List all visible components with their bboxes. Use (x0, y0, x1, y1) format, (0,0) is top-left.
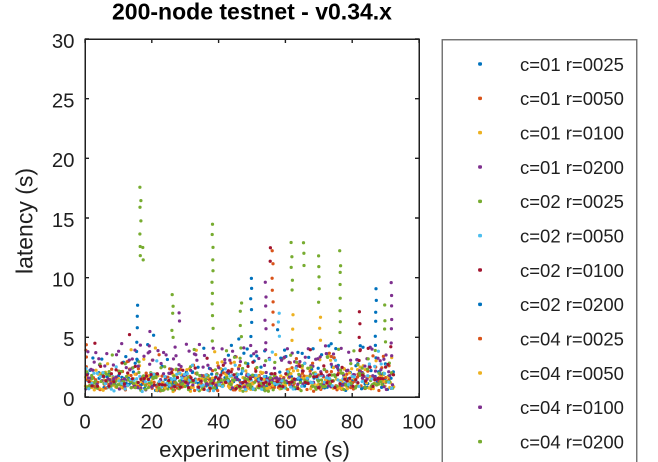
svg-text:30: 30 (52, 31, 75, 53)
svg-text:c=01 r=0050: c=01 r=0050 (520, 88, 624, 109)
svg-text:15: 15 (52, 210, 75, 232)
svg-text:0: 0 (79, 411, 90, 433)
svg-text:c=04 r=0025: c=04 r=0025 (520, 328, 624, 349)
svg-text:40: 40 (207, 411, 230, 433)
svg-text:c=02 r=0200: c=02 r=0200 (520, 294, 624, 315)
svg-text:c=04 r=0200: c=04 r=0200 (520, 431, 624, 452)
svg-text:20: 20 (52, 150, 75, 172)
svg-text:200-node testnet - v0.34.x: 200-node testnet - v0.34.x (112, 0, 392, 25)
svg-text:c=02 r=0025: c=02 r=0025 (520, 191, 624, 212)
svg-text:c=02 r=0100: c=02 r=0100 (520, 260, 624, 281)
svg-text:c=02 r=0050: c=02 r=0050 (520, 225, 624, 246)
svg-text:25: 25 (52, 91, 75, 113)
svg-text:100: 100 (402, 411, 436, 433)
svg-text:experiment time (s): experiment time (s) (159, 437, 350, 462)
svg-text:80: 80 (341, 411, 364, 433)
svg-text:c=01 r=0100: c=01 r=0100 (520, 123, 624, 144)
svg-text:c=04 r=0050: c=04 r=0050 (520, 363, 624, 384)
svg-text:c=01 r=0200: c=01 r=0200 (520, 157, 624, 178)
svg-text:latency (s): latency (s) (12, 168, 38, 274)
svg-text:5: 5 (63, 329, 74, 351)
svg-text:20: 20 (140, 411, 163, 433)
svg-text:10: 10 (52, 270, 75, 292)
svg-text:0: 0 (63, 389, 74, 411)
svg-text:c=01 r=0025: c=01 r=0025 (520, 54, 624, 75)
svg-text:c=04 r=0100: c=04 r=0100 (520, 397, 624, 418)
svg-text:60: 60 (274, 411, 297, 433)
